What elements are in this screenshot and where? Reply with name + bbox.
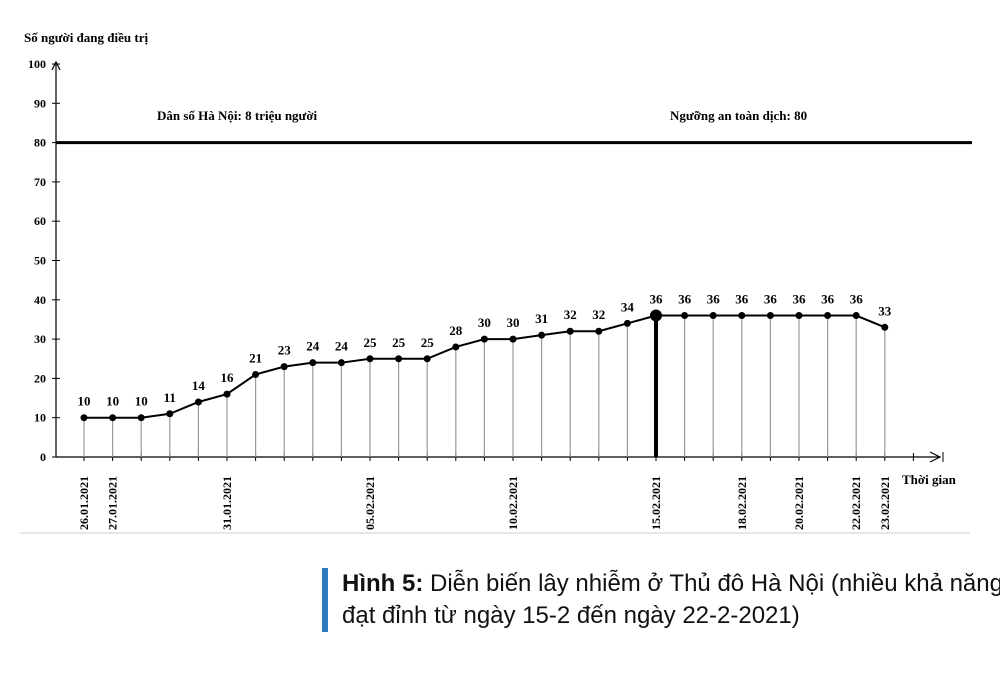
x-tick-label: 15.02.2021 — [649, 476, 663, 530]
y-tick-label: 50 — [34, 254, 46, 268]
x-tick-label: 31.01.2021 — [220, 476, 234, 530]
data-label: 11 — [164, 390, 176, 405]
data-point — [452, 343, 460, 351]
data-point — [309, 359, 317, 367]
data-point — [795, 312, 803, 320]
figure-caption: Hình 5: Diễn biến lây nhiễm ở Thủ đô Hà … — [322, 568, 1000, 632]
y-axis-label: Số người đang điều trị — [24, 30, 148, 45]
x-axis — [56, 451, 944, 463]
data-point — [280, 363, 288, 371]
data-label: 36 — [793, 292, 807, 307]
data-point — [881, 323, 889, 331]
data-point — [738, 312, 746, 320]
data-series: 10 10 10 11 14 16 21 23 24 24 25 25 25 28 30 30 31 32 32 34… — [78, 292, 892, 422]
y-tick-label: 0 — [40, 450, 46, 464]
data-point — [137, 414, 145, 422]
data-label: 30 — [478, 315, 491, 330]
data-point — [252, 370, 260, 378]
x-tick-label: 22.02.2021 — [849, 476, 863, 530]
data-point — [681, 312, 689, 320]
data-label: 10 — [135, 394, 148, 409]
data-label: 10 — [78, 394, 91, 409]
y-tick-label: 10 — [34, 411, 46, 425]
threshold-note: Ngưỡng an toàn dịch: 80 — [670, 108, 807, 123]
data-point — [480, 335, 488, 343]
x-tick-label: 20.02.2021 — [792, 476, 806, 530]
y-tick-label: 90 — [34, 96, 46, 110]
data-label: 24 — [335, 339, 349, 354]
data-stems — [83, 315, 886, 457]
x-tick-label: 27.01.2021 — [106, 476, 120, 530]
data-label: 36 — [707, 292, 721, 307]
x-tick-label: 05.02.2021 — [363, 476, 377, 530]
data-label: 36 — [850, 292, 864, 307]
data-label: 10 — [106, 394, 119, 409]
data-label: 28 — [449, 323, 463, 338]
data-point — [223, 390, 231, 398]
x-tick-label: 10.02.2021 — [506, 476, 520, 530]
data-point — [852, 312, 860, 320]
data-label: 25 — [364, 335, 378, 350]
data-label: 25 — [392, 335, 406, 350]
data-label: 36 — [735, 292, 749, 307]
y-axis: 0 10 20 30 40 50 60 70 80 90 100 — [28, 57, 61, 464]
data-label: 33 — [878, 303, 892, 318]
y-tick-label: 100 — [28, 57, 46, 71]
population-note: Dân số Hà Nội: 8 triệu người — [157, 108, 318, 123]
data-point — [337, 359, 345, 367]
line-chart: Số người đang điều trị 0 10 20 30 40 50 60 70 80… — [20, 30, 972, 534]
y-tick-label: 70 — [34, 175, 46, 189]
data-label: 36 — [764, 292, 778, 307]
data-point — [623, 319, 631, 327]
data-point — [650, 309, 662, 322]
data-point — [109, 414, 117, 422]
data-label: 36 — [678, 292, 692, 307]
data-point — [80, 414, 88, 422]
caption-label: Hình 5: — [342, 570, 424, 597]
data-label: 16 — [221, 370, 235, 385]
data-point — [824, 312, 832, 320]
data-label: 34 — [621, 299, 635, 314]
data-label: 14 — [192, 378, 206, 393]
y-tick-label: 30 — [34, 332, 46, 346]
data-label: 21 — [249, 350, 262, 365]
data-label: 32 — [564, 307, 577, 322]
data-label: 36 — [650, 292, 664, 307]
y-tick-label: 40 — [34, 293, 46, 307]
data-point — [366, 355, 374, 363]
x-tick-label: 23.02.2021 — [878, 476, 892, 530]
data-point — [538, 331, 546, 339]
data-label: 32 — [592, 307, 605, 322]
caption-text: Diễn biến lây nhiễm ở Thủ đô Hà Nội (nhi… — [342, 570, 1000, 629]
data-point — [709, 312, 717, 320]
data-point — [194, 398, 202, 406]
x-axis-label: Thời gian — [902, 472, 957, 487]
data-label: 24 — [306, 339, 320, 354]
data-point — [423, 355, 431, 363]
data-label: 36 — [821, 292, 835, 307]
data-point — [166, 410, 174, 418]
data-point — [566, 327, 574, 335]
data-label: 31 — [535, 311, 548, 326]
data-point — [766, 312, 774, 320]
data-point — [595, 327, 603, 335]
data-label: 25 — [421, 335, 435, 350]
x-tick-label: 18.02.2021 — [735, 476, 749, 530]
data-point — [395, 355, 403, 363]
y-tick-label: 80 — [34, 136, 46, 150]
y-tick-label: 20 — [34, 371, 46, 385]
x-tick-label: 26.01.2021 — [77, 476, 91, 530]
y-tick-label: 60 — [34, 214, 46, 228]
data-point — [509, 335, 517, 343]
data-label: 30 — [507, 315, 520, 330]
x-tick-labels: 26.01.2021 27.01.2021 31.01.2021 05.02.2021… — [77, 476, 892, 530]
data-label: 23 — [278, 343, 292, 358]
